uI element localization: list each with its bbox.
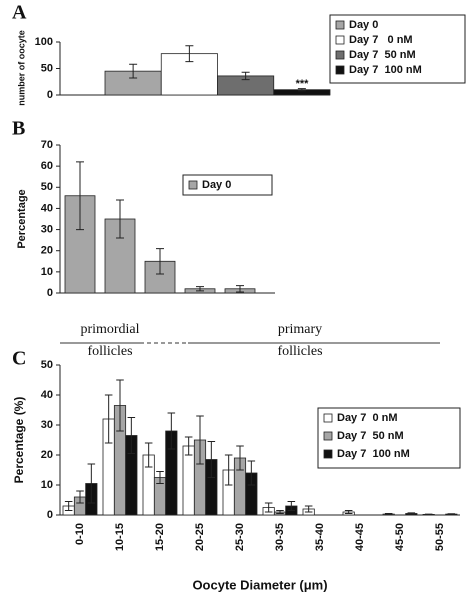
- x-tick-label: 50-55: [434, 523, 446, 551]
- x-tick-label: 25-30: [234, 523, 246, 551]
- legend-label: Day 7 100 nM: [349, 64, 422, 76]
- y-tick-label: 0: [47, 287, 53, 299]
- y-axis-label: Percentage: [16, 189, 28, 248]
- error-bar: [241, 71, 250, 81]
- x-tick-label: 0-10: [74, 523, 86, 545]
- panel-letter: B: [12, 118, 25, 140]
- x-tick-label: 15-20: [154, 523, 166, 551]
- y-tick-label: 70: [41, 139, 53, 151]
- error-bar: [304, 505, 313, 513]
- error-bar: [87, 463, 96, 504]
- panel-letter: C: [12, 348, 26, 370]
- legend-swatch: [323, 449, 333, 459]
- legend-swatch: [323, 413, 333, 423]
- legend-box: [329, 14, 466, 84]
- error-bar: [116, 199, 124, 239]
- legend-swatch: [335, 20, 345, 30]
- annotation: primordial: [80, 322, 139, 337]
- legend-label: Day 7 100 nM: [337, 448, 410, 460]
- legend-swatch: [335, 35, 345, 45]
- error-bar: [156, 248, 164, 275]
- y-tick-label: 50: [41, 359, 53, 371]
- error-bar: [156, 471, 164, 484]
- y-tick-label: 20: [41, 449, 53, 461]
- panel-letter: A: [12, 2, 27, 24]
- y-tick-label: 50: [41, 181, 53, 193]
- x-tick-label: 35-40: [314, 523, 326, 551]
- x-tick-label: 40-45: [354, 523, 366, 551]
- error-bar: [344, 510, 353, 514]
- error-bar: [76, 490, 84, 504]
- error-bar: [236, 285, 244, 293]
- legend-swatch: [188, 180, 198, 190]
- y-tick-label: 10: [41, 479, 53, 491]
- legend-label: Day 0: [202, 179, 231, 191]
- y-tick-label: 10: [41, 266, 53, 278]
- x-tick-label: 20-25: [194, 523, 206, 551]
- error-bar: [196, 286, 204, 292]
- error-bar: [185, 45, 194, 63]
- y-tick-label: 100: [35, 36, 53, 48]
- error-bar: [287, 501, 296, 511]
- x-tick-label: 45-50: [394, 523, 406, 551]
- legend-label: Day 7 50 nM: [337, 430, 404, 442]
- error-bar: [144, 442, 153, 468]
- error-bar: [247, 460, 256, 486]
- legend-label: Day 0: [349, 19, 378, 31]
- annotation: follicles: [87, 344, 132, 359]
- x-axis-label: Oocyte Diameter (μm): [192, 577, 327, 592]
- error-bar: [104, 394, 113, 444]
- legend-swatch: [335, 50, 345, 60]
- x-tick-label: 30-35: [274, 523, 286, 551]
- legend-label: Day 7 0 nM: [349, 34, 413, 46]
- y-tick-label: 20: [41, 245, 53, 257]
- error-bar: [167, 412, 176, 450]
- y-axis-label: Percentage (%): [12, 397, 26, 484]
- error-bar: [297, 88, 306, 92]
- legend-label: Day 7 0 nM: [337, 412, 398, 424]
- error-bar: [236, 445, 244, 471]
- error-bar: [407, 512, 416, 515]
- error-bar: [424, 513, 433, 516]
- error-bar: [447, 513, 456, 515]
- y-axis-label: number of oocyte: [16, 30, 26, 106]
- legend-box: [182, 174, 273, 196]
- error-bar: [127, 417, 136, 454]
- annotation: primary: [278, 322, 322, 337]
- y-tick-label: 30: [41, 223, 53, 235]
- legend-swatch: [335, 65, 345, 75]
- y-tick-label: 60: [41, 160, 53, 172]
- y-tick-label: 40: [41, 202, 53, 214]
- annotation: ***: [296, 78, 310, 90]
- error-bar: [276, 510, 284, 514]
- error-bar: [76, 161, 84, 231]
- error-bar: [207, 441, 216, 478]
- legend-box: [317, 407, 461, 469]
- y-tick-label: 50: [41, 62, 53, 74]
- error-bar: [64, 501, 73, 511]
- error-bar: [384, 513, 393, 516]
- y-tick-label: 0: [47, 509, 53, 521]
- annotation: follicles: [277, 344, 322, 359]
- y-tick-label: 0: [47, 89, 53, 101]
- error-bar: [184, 436, 193, 456]
- legend-swatch: [323, 431, 333, 441]
- error-bar: [264, 502, 273, 513]
- error-bar: [116, 379, 124, 432]
- y-tick-label: 30: [41, 419, 53, 431]
- y-tick-label: 40: [41, 389, 53, 401]
- bar: [182, 445, 195, 516]
- error-bar: [196, 415, 204, 465]
- legend-label: Day 7 50 nM: [349, 49, 416, 61]
- x-tick-label: 10-15: [114, 523, 126, 551]
- error-bar: [129, 63, 138, 79]
- error-bar: [224, 454, 233, 486]
